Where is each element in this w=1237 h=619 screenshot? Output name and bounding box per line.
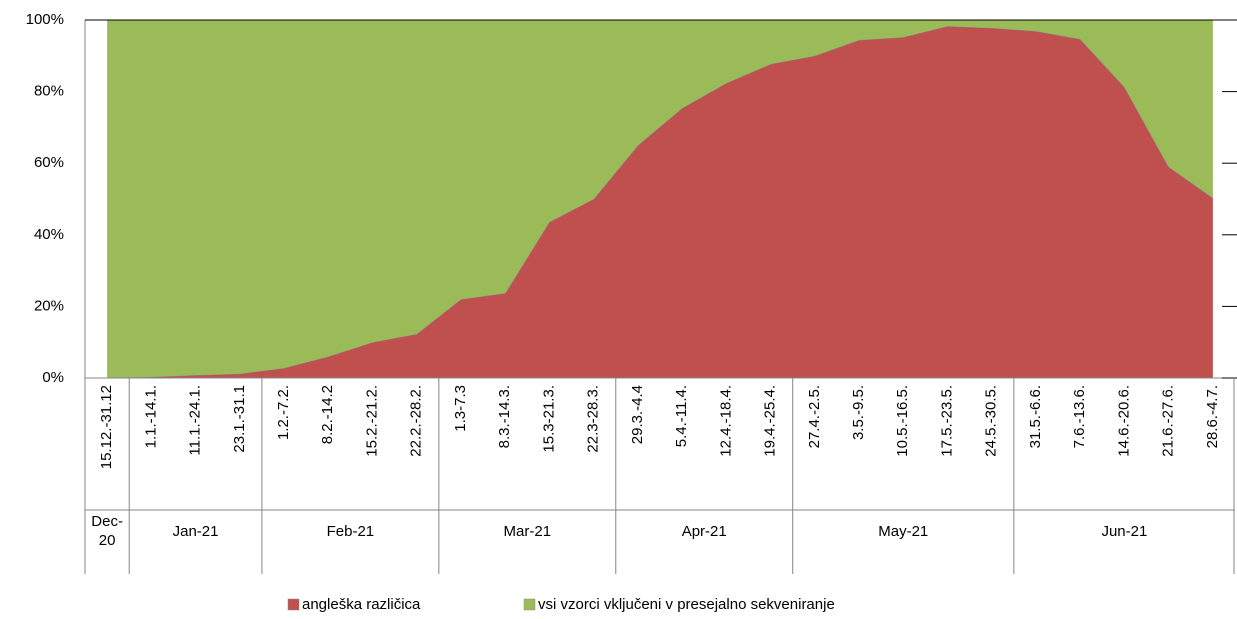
y-tick-label: 20% (34, 297, 64, 314)
area-fill (107, 26, 1213, 379)
x-tick-label: 19.4.-25.4. (762, 385, 779, 457)
group-label-box: May-21 (878, 523, 929, 540)
legend-swatch (287, 598, 300, 611)
legend-swatch (523, 598, 536, 611)
y-tick-label: 0% (42, 369, 64, 386)
x-tick-label: 31.5.-6.6. (1027, 385, 1044, 448)
group-label: Mar-21 (503, 523, 552, 540)
x-tick-label: 1.1.-14.1. (142, 385, 159, 448)
x-tick-label: 24.5.-30.5. (983, 385, 1000, 457)
legend-label: angleška različica (302, 596, 421, 613)
group-label: Feb-21 (326, 523, 375, 540)
group-label-box: Jan-21 (172, 523, 219, 540)
group-label-box: Apr-21 (681, 523, 727, 540)
x-tick-label: 12.4.-18.4. (717, 385, 734, 457)
group-label-box: Dec-20 (91, 513, 123, 549)
group-label-box: Feb-21 (326, 523, 375, 540)
x-tick-label: 21.6.-27.6. (1160, 385, 1177, 457)
x-tick-label: 15.3-21.3. (540, 385, 557, 453)
x-tick-label: 5.4.-11.4. (673, 385, 690, 447)
legend-label: vsi vzorci vključeni v presejalno sekven… (538, 596, 835, 613)
y-tick-label: 40% (34, 226, 64, 243)
x-tick-label: 1.2.-7.2. (275, 385, 292, 440)
group-label-box: Mar-21 (503, 523, 552, 540)
x-tick-label: 29.3.-4.4 (629, 385, 646, 444)
x-tick-label: 14.6.-20.6. (1115, 385, 1132, 457)
x-tick-label: 22.3-28.3. (585, 385, 602, 453)
x-tick-label: 11.1.-24.1. (187, 385, 204, 456)
group-label: Dec-20 (91, 513, 123, 549)
group-label: Jan-21 (172, 523, 219, 540)
x-tick-label: 1.3-7.3 (452, 385, 469, 432)
group-label: Jun-21 (1101, 523, 1148, 540)
x-tick-label: 8.3.-14.3. (496, 385, 513, 448)
x-tick-label: 28.6.-4.7. (1204, 385, 1221, 448)
x-tick-label: 7.6.-13.6. (1071, 385, 1088, 448)
x-tick-label: 17.5.-23.5. (938, 385, 955, 457)
group-label: Apr-21 (681, 523, 727, 540)
area-fill (107, 20, 1213, 378)
x-tick-label: 27.4.-2.5. (806, 385, 823, 448)
x-tick-label: 22.2.-28.2. (408, 385, 425, 457)
x-tick-label: 3.5.-9.5. (850, 385, 867, 440)
y-tick-label: 80% (34, 83, 64, 100)
y-tick-label: 60% (34, 154, 64, 171)
group-label: May-21 (878, 523, 929, 540)
x-tick-label: 15.12.-31.12 (98, 385, 115, 469)
x-tick-label: 8.2.-14.2 (319, 385, 336, 444)
x-tick-label: 23.1.-31.1 (231, 385, 248, 453)
x-tick-label: 15.2.-21.2. (363, 385, 380, 457)
group-label-box: Jun-21 (1101, 523, 1148, 540)
y-tick-label: 100% (26, 11, 64, 28)
x-tick-label: 10.5.-16.5. (894, 385, 911, 457)
